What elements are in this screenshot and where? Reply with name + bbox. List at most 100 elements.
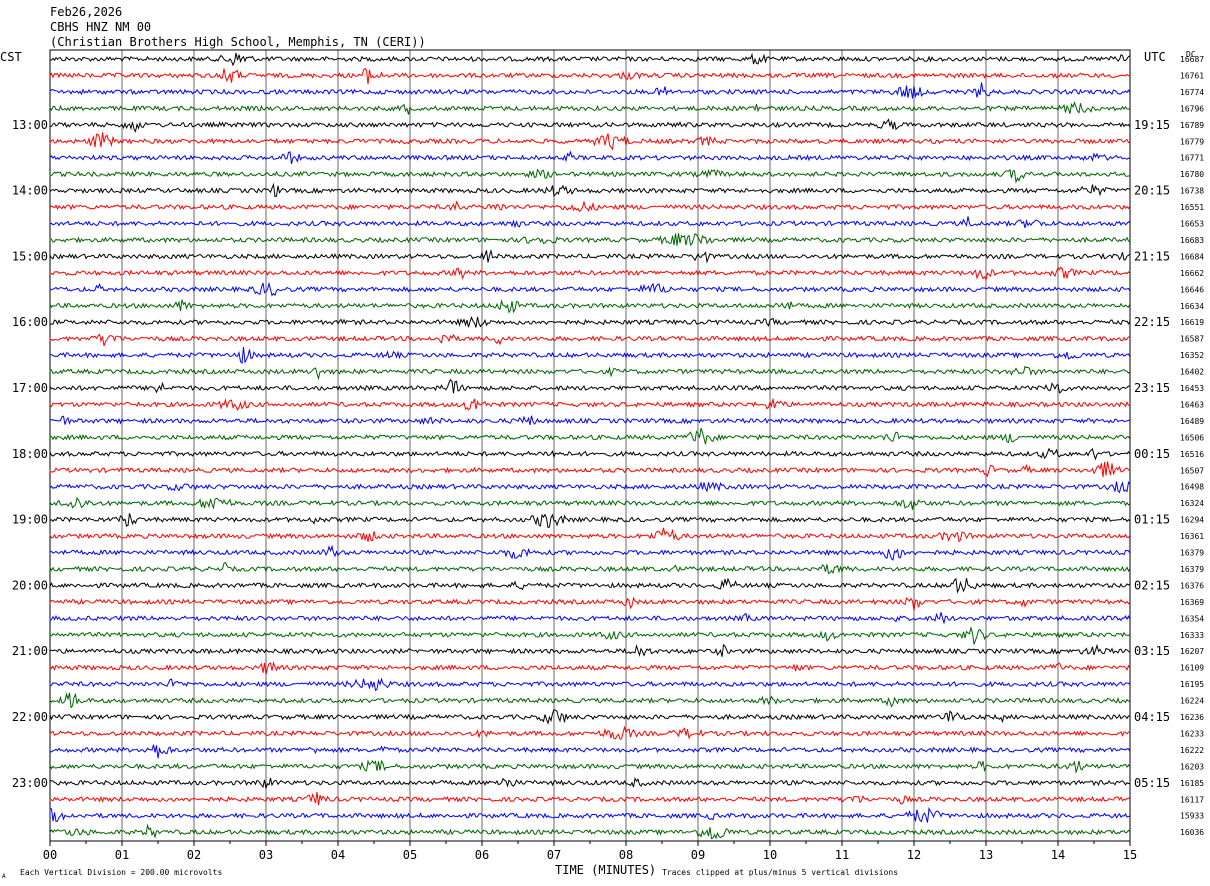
x-tick-label: 05: [403, 848, 417, 862]
dc-value: 16294: [1180, 516, 1204, 525]
seismic-trace: [49, 677, 1131, 692]
vertical-gridlines: [49, 50, 1131, 841]
dc-value: 16109: [1180, 664, 1204, 673]
dc-value: 16036: [1180, 828, 1204, 837]
seismic-trace: [49, 527, 1131, 543]
seismic-trace: [49, 496, 1131, 510]
seismic-trace: [49, 692, 1131, 709]
dc-value: 16117: [1180, 795, 1204, 804]
dc-value: 16379: [1180, 565, 1204, 574]
dc-value: 16516: [1180, 450, 1204, 459]
right-hour-label: 22:15: [1134, 315, 1170, 329]
seismic-trace: [49, 398, 1131, 412]
seismic-trace: [49, 428, 1131, 445]
dc-value: 16224: [1180, 697, 1204, 706]
seismic-trace: [49, 661, 1131, 675]
dc-value: 16233: [1180, 729, 1204, 738]
dc-value: 16207: [1180, 647, 1204, 656]
left-hour-label: 14:00: [12, 184, 48, 198]
seismic-trace: [49, 118, 1131, 133]
x-tick-label: 14: [1051, 848, 1065, 862]
seismic-trace: [49, 643, 1131, 657]
seismic-trace: [49, 744, 1131, 759]
seismic-trace: [49, 333, 1131, 347]
seismic-trace: [49, 823, 1131, 840]
dc-column-label: DC: [1186, 50, 1196, 59]
x-tick-label: 04: [331, 848, 345, 862]
seismic-trace: [49, 266, 1131, 282]
seismic-trace: [49, 82, 1131, 99]
title-station: CBHS HNZ NM 00: [50, 20, 151, 34]
x-tick-label: 08: [619, 848, 633, 862]
seismic-trace: [49, 777, 1131, 789]
left-timezone-label: CST: [0, 50, 22, 64]
dc-value: 16369: [1180, 598, 1204, 607]
dc-value: 16779: [1180, 137, 1204, 146]
seismic-trace: [49, 544, 1131, 561]
right-hour-label: 21:15: [1134, 249, 1170, 263]
seismic-trace: [49, 806, 1131, 823]
seismic-trace: [49, 461, 1131, 478]
title-block: Feb26,2026 CBHS HNZ NM 00 (Christian Bro…: [50, 5, 426, 49]
x-tick-label: 12: [907, 848, 921, 862]
left-hour-labels: 13:00 14:00 15:00 16:00 17:00 18:00 19:00 20:00…: [12, 118, 48, 790]
seismic-trace: [49, 791, 1131, 806]
dc-value: 16463: [1180, 400, 1204, 409]
plot-frame: [49, 49, 1131, 842]
left-hour-label: 17:00: [12, 381, 48, 395]
seismic-trace: [49, 725, 1131, 740]
dc-value: 16361: [1180, 532, 1204, 541]
left-hour-label: 19:00: [12, 513, 48, 527]
x-tick-label: 06: [475, 848, 489, 862]
seismic-trace: [49, 168, 1131, 184]
seismic-trace: [49, 709, 1131, 725]
right-hour-label: 05:15: [1134, 776, 1170, 790]
dc-value: 16683: [1180, 236, 1204, 245]
right-hour-label: 23:15: [1134, 381, 1170, 395]
x-axis-ticks: 00 01 02 03 04 05 06 07 08 09 10 11 12 13 14 15: [43, 841, 1137, 862]
left-hour-label: 15:00: [12, 249, 48, 263]
dc-value: 16203: [1180, 762, 1204, 771]
left-hour-label: 21:00: [12, 644, 48, 658]
right-hour-labels: 19:15 20:15 21:15 22:15 23:15 00:15 01:15 02:15…: [1134, 118, 1170, 790]
seismic-trace: [49, 248, 1131, 264]
seismic-trace: [49, 182, 1131, 198]
dc-value: 16498: [1180, 483, 1204, 492]
x-tick-label: 03: [259, 848, 273, 862]
dc-value: 16222: [1180, 746, 1204, 755]
dc-value: 16774: [1180, 88, 1204, 97]
left-hour-label: 16:00: [12, 315, 48, 329]
dc-value: 16771: [1180, 154, 1204, 163]
dc-value: 16619: [1180, 318, 1204, 327]
dc-value: 16551: [1180, 203, 1204, 212]
seismic-trace: [49, 316, 1131, 328]
dc-value: 16796: [1180, 104, 1204, 113]
seismic-trace: [49, 561, 1131, 575]
x-axis-label: TIME (MINUTES): [555, 863, 656, 877]
seismic-trace: [49, 596, 1131, 611]
right-hour-label: 02:15: [1134, 578, 1170, 592]
dc-value: 16789: [1180, 121, 1204, 130]
dc-value: 16653: [1180, 220, 1204, 229]
dc-value: 16195: [1180, 680, 1204, 689]
right-hour-label: 19:15: [1134, 118, 1170, 132]
seismic-trace: [49, 233, 1131, 246]
x-tick-label: 09: [691, 848, 705, 862]
seismic-traces: [49, 52, 1131, 840]
dc-value: 16324: [1180, 499, 1204, 508]
seismic-trace: [49, 346, 1131, 365]
left-hour-label: 23:00: [12, 776, 48, 790]
dc-value: 16507: [1180, 466, 1204, 475]
dc-value: 16646: [1180, 285, 1204, 294]
seismic-trace: [49, 101, 1131, 115]
x-tick-label: 13: [979, 848, 993, 862]
dc-value: 16684: [1180, 252, 1204, 261]
right-hour-label: 03:15: [1134, 644, 1170, 658]
dc-value: 16354: [1180, 614, 1204, 623]
dc-value: 16662: [1180, 269, 1204, 278]
seismic-trace: [49, 378, 1131, 394]
x-tick-label: 02: [187, 848, 201, 862]
dc-value: 16489: [1180, 417, 1204, 426]
left-hour-label: 22:00: [12, 710, 48, 724]
